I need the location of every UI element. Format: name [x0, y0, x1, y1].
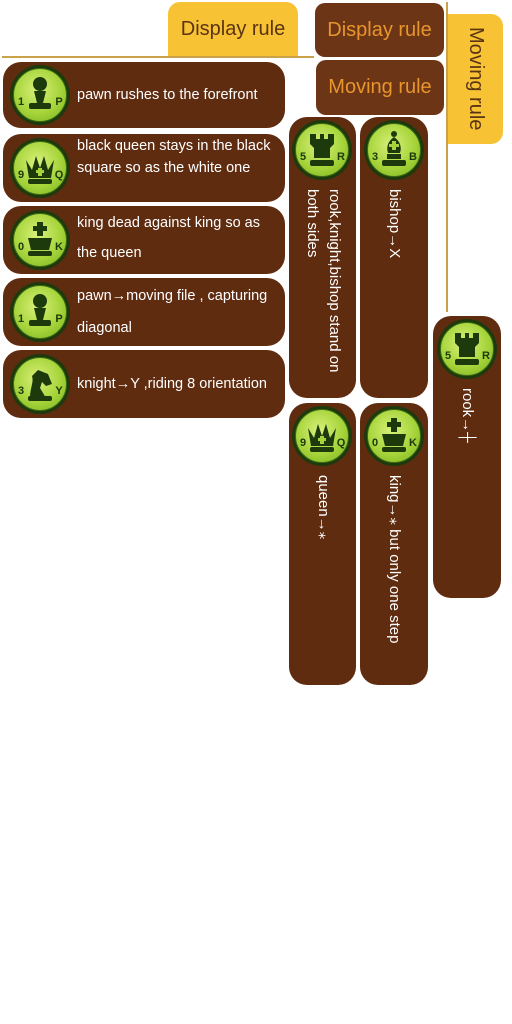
rule-text: rook,knight,bishop stand on both sides: [304, 189, 343, 373]
rule-text: king→⁎ but only one step: [386, 475, 403, 644]
tab-label: Moving rule: [328, 76, 432, 98]
tab-display-rule[interactable]: Display rule: [315, 3, 444, 57]
tab-moving-rule[interactable]: Moving rule: [316, 60, 444, 115]
tab-moving-rule-active[interactable]: Moving rule: [448, 14, 503, 144]
tab-label: Moving rule: [465, 27, 487, 131]
rule-text: black queen stays in the black square so…: [77, 138, 271, 176]
rule-text: pawn→moving file , capturing diagonal: [77, 288, 268, 336]
tab-label: Display rule: [180, 17, 286, 40]
rule-text: bishop→X: [386, 189, 403, 259]
rule-text: pawn rushes to the forefront: [77, 87, 258, 103]
rule-text: king dead against king so as the queen: [77, 215, 260, 261]
tab-label: Display rule: [327, 18, 432, 41]
rule-text: rook→┼: [459, 388, 476, 443]
tab-display-rule-active[interactable]: Display rule: [168, 2, 298, 56]
divider: [446, 2, 448, 312]
rule-text: queen→⁎: [315, 475, 332, 540]
divider: [2, 56, 314, 58]
rule-text: knight→Y ,riding 8 orientation: [77, 376, 267, 392]
